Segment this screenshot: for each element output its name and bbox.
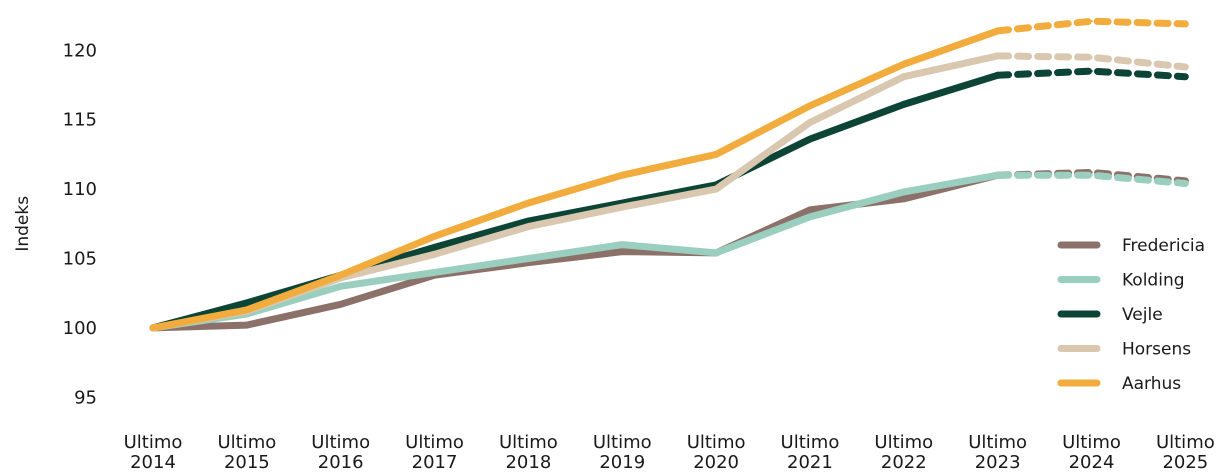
- legend: Fredericia Kolding Vejle Horsens Aarhus: [1057, 236, 1205, 394]
- data-point-aarhus: [151, 326, 155, 330]
- data-point-vejle: [808, 137, 812, 141]
- data-point-aarhus: [714, 153, 718, 156]
- y-axis-label: Indeks: [13, 196, 33, 252]
- data-point-fredericia: [245, 323, 249, 327]
- series-line-aarhus: [149, 27, 1002, 332]
- data-point-kolding: [714, 251, 718, 255]
- legend-label: Kolding: [1122, 271, 1185, 291]
- data-point-horsens: [714, 187, 718, 191]
- x-tick-label: Ultimo 2019: [593, 432, 652, 473]
- y-tick-label: 120: [63, 40, 97, 61]
- x-tick-label: Ultimo 2018: [499, 432, 558, 473]
- data-point-kolding: [808, 215, 812, 219]
- y-axis-ticks: 95 100 105 110 115 120: [63, 40, 97, 408]
- legend-label: Fredericia: [1122, 236, 1205, 256]
- y-tick-label: 110: [63, 179, 97, 200]
- data-point-horsens: [621, 205, 624, 209]
- x-tick-label: Ultimo 2021: [781, 432, 840, 473]
- data-point-fredericia: [621, 250, 624, 253]
- legend-item-fredericia: Fredericia: [1057, 236, 1205, 256]
- x-tick-label: Ultimo 2015: [217, 432, 276, 473]
- data-point-horsens: [1184, 65, 1187, 69]
- x-tick-label: Ultimo 2014: [124, 432, 183, 473]
- legend-label: Aarhus: [1122, 374, 1181, 394]
- series-lines: [149, 17, 1189, 332]
- data-point-kolding: [621, 243, 624, 246]
- data-point-horsens: [902, 75, 905, 78]
- y-tick-label: 95: [74, 387, 97, 408]
- x-tick-label: Ultimo 2016: [311, 432, 370, 473]
- y-tick-label: 115: [63, 110, 97, 131]
- data-point-fredericia: [808, 208, 812, 212]
- legend-item-kolding: Kolding: [1057, 271, 1185, 291]
- x-tick-label: Ultimo 2020: [687, 432, 746, 473]
- data-point-horsens: [996, 54, 999, 58]
- data-point-vejle: [1184, 75, 1187, 78]
- data-point-horsens: [433, 253, 436, 256]
- data-point-kolding: [339, 285, 342, 288]
- data-point-kolding: [996, 174, 999, 177]
- data-point-aarhus: [996, 29, 999, 33]
- data-point-aarhus: [339, 273, 342, 277]
- data-point-vejle: [433, 246, 436, 249]
- data-point-vejle: [245, 301, 249, 305]
- data-point-aarhus: [1090, 19, 1093, 23]
- y-tick-label: 105: [63, 249, 97, 270]
- data-point-vejle: [527, 219, 530, 223]
- series-forecast-aarhus: [994, 17, 1189, 35]
- x-axis-ticks: Ultimo 2014 Ultimo 2015 Ultimo 2016 Ultimo 2017…: [124, 432, 1215, 473]
- data-point-kolding: [433, 271, 436, 274]
- data-point-kolding: [527, 257, 530, 260]
- data-point-fredericia: [902, 197, 905, 201]
- legend-item-horsens: Horsens: [1057, 340, 1191, 360]
- x-tick-label: Ultimo 2017: [405, 432, 464, 473]
- data-point-aarhus: [433, 235, 436, 238]
- series-aarhus: [149, 17, 1189, 332]
- legend-label: Horsens: [1122, 340, 1191, 360]
- data-point-kolding: [902, 190, 905, 194]
- data-point-aarhus: [621, 174, 624, 177]
- legend-label: Vejle: [1122, 305, 1163, 325]
- data-point-kolding: [1184, 182, 1187, 185]
- data-point-aarhus: [245, 308, 249, 312]
- data-point-vejle: [902, 103, 905, 106]
- y-tick-label: 100: [63, 318, 97, 339]
- data-point-kolding: [1090, 174, 1093, 177]
- data-point-vejle: [1090, 69, 1093, 73]
- x-tick-label: Ultimo 2022: [874, 432, 933, 473]
- data-point-vejle: [996, 74, 999, 77]
- data-point-aarhus: [527, 201, 530, 205]
- data-point-aarhus: [902, 62, 905, 66]
- data-point-horsens: [808, 121, 812, 124]
- data-point-horsens: [527, 225, 530, 228]
- series-line-kolding: [149, 171, 1002, 332]
- x-tick-label: Ultimo 2023: [968, 432, 1027, 473]
- data-point-aarhus: [808, 104, 812, 108]
- data-point-aarhus: [1184, 22, 1187, 26]
- x-tick-label: Ultimo 2024: [1062, 432, 1121, 473]
- legend-item-aarhus: Aarhus: [1057, 374, 1181, 394]
- data-point-fredericia: [339, 303, 342, 306]
- data-point-horsens: [1090, 56, 1093, 59]
- x-tick-label: Ultimo 2025: [1156, 432, 1215, 473]
- legend-item-vejle: Vejle: [1057, 305, 1163, 325]
